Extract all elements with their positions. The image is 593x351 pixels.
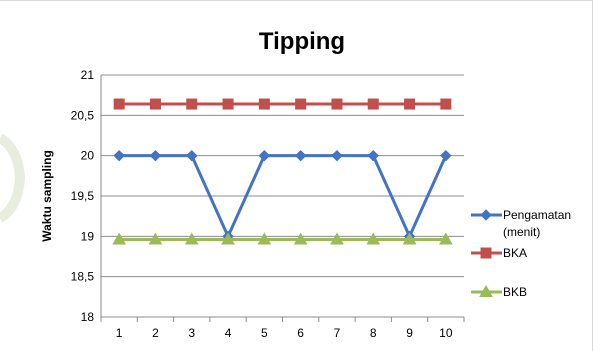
chart-title: Tipping bbox=[259, 28, 345, 55]
data-point-bkb bbox=[438, 232, 453, 245]
x-tick-label: 5 bbox=[261, 326, 268, 340]
data-point-bka bbox=[186, 98, 198, 110]
data-point-pengamatan bbox=[440, 149, 452, 162]
data-point-pengamatan bbox=[113, 149, 125, 162]
legend-label: Pengamatan bbox=[503, 208, 571, 222]
data-point-bkb bbox=[293, 232, 308, 245]
x-tick-label: 10 bbox=[439, 326, 453, 340]
watermark-logo bbox=[0, 133, 26, 223]
data-point-pengamatan bbox=[367, 149, 379, 162]
data-point-bka bbox=[440, 98, 452, 110]
legend-label: BKB bbox=[503, 285, 527, 299]
data-point-bkb bbox=[221, 232, 235, 245]
data-point-bkb bbox=[112, 232, 127, 245]
legend-marker bbox=[480, 209, 492, 221]
y-tick-label: 20 bbox=[81, 149, 95, 163]
data-point-bka bbox=[295, 98, 307, 110]
data-point-bka bbox=[331, 98, 343, 110]
y-tick-label: 20,5 bbox=[71, 108, 95, 122]
legend-marker bbox=[479, 284, 493, 297]
x-tick-label: 3 bbox=[188, 326, 195, 340]
x-tick-label: 2 bbox=[152, 326, 159, 340]
data-point-bkb bbox=[330, 232, 344, 245]
y-tick-label: 21 bbox=[81, 68, 95, 82]
plot-series bbox=[112, 98, 453, 245]
data-point-bka bbox=[113, 98, 125, 110]
data-point-bka bbox=[149, 98, 161, 110]
y-tick-label: 19,5 bbox=[71, 189, 95, 203]
x-tick-label: 8 bbox=[370, 326, 377, 340]
x-tick-label: 4 bbox=[225, 326, 232, 340]
x-tick-label: 1 bbox=[116, 326, 123, 340]
series-line-pengamatan bbox=[119, 154, 448, 238]
data-point-pengamatan bbox=[186, 149, 198, 162]
data-point-bka bbox=[367, 98, 379, 110]
data-point-bkb bbox=[184, 232, 199, 245]
data-point-bkb bbox=[402, 232, 417, 245]
y-tick-label: 18,5 bbox=[71, 270, 95, 284]
x-tick-label: 7 bbox=[334, 326, 341, 340]
data-point-pengamatan bbox=[294, 149, 307, 162]
data-point-pengamatan bbox=[258, 149, 271, 162]
legend-marker bbox=[480, 247, 492, 259]
legend: Pengamatan (menit) BKA BKB bbox=[471, 208, 571, 299]
data-point-bkb bbox=[148, 232, 163, 245]
y-tick-label: 18 bbox=[81, 310, 95, 324]
data-point-pengamatan bbox=[331, 149, 343, 162]
data-point-bka bbox=[404, 98, 416, 110]
data-point-bka bbox=[258, 98, 270, 110]
chart-border-top bbox=[0, 0, 593, 1]
data-point-pengamatan bbox=[149, 149, 162, 162]
legend-label: BKA bbox=[503, 246, 527, 260]
legend-label: (menit) bbox=[503, 225, 540, 239]
y-tick-label: 19 bbox=[81, 229, 95, 243]
y-axis-label: Waktu sampling bbox=[40, 150, 54, 242]
x-tick-label: 6 bbox=[297, 326, 304, 340]
data-point-bka bbox=[222, 98, 234, 110]
x-tick-label: 9 bbox=[406, 326, 413, 340]
data-point-bkb bbox=[257, 232, 272, 245]
data-point-bkb bbox=[366, 232, 381, 245]
